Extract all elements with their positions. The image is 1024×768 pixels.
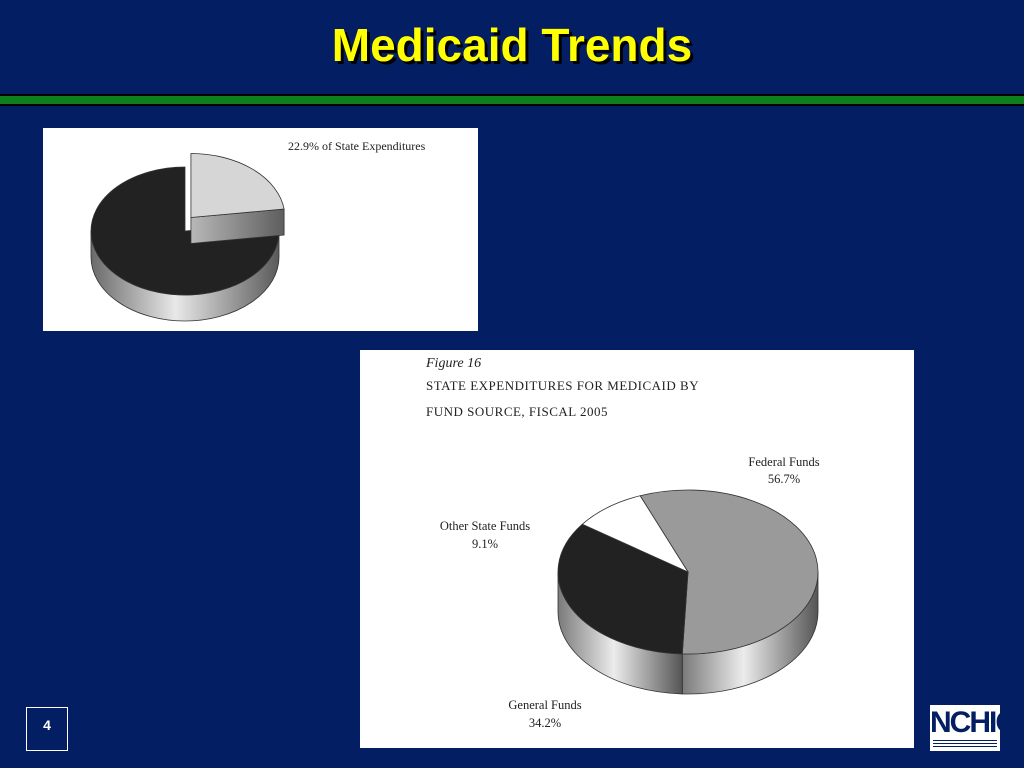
logo-subtitle-lines <box>933 740 997 741</box>
value-other-state-funds: 9.1% <box>472 537 498 551</box>
slide-title: Medicaid Trends <box>331 19 693 71</box>
pie-slice-federal-funds <box>639 489 819 655</box>
fund-source-pie-panel: Figure 16 STATE EXPENDITURES FOR MEDICAI… <box>360 350 914 748</box>
figure-label: Figure 16 <box>425 356 481 371</box>
nchica-logo: NCHICA <box>930 705 1024 751</box>
pie-annotation: 22.9% of State Expenditures <box>288 139 426 153</box>
label-other-state-funds: Other State Funds <box>440 519 530 533</box>
value-federal-funds: 56.7% <box>768 472 800 486</box>
state-expenditures-pie-chart: 22.9% of State Expenditures <box>90 139 426 322</box>
label-general-funds: General Funds <box>508 698 581 712</box>
logo-text: NCHICA <box>930 706 1024 739</box>
fund-source-pie-chart: Figure 16 STATE EXPENDITURES FOR MEDICAI… <box>425 356 820 730</box>
pie-slice-other-state-funds <box>581 495 690 573</box>
chart-title-line-1: STATE EXPENDITURES FOR MEDICAID BY <box>426 378 699 393</box>
page-number: 4 <box>26 707 68 751</box>
pie-slice-remainder <box>90 166 280 296</box>
title-divider <box>0 94 1024 106</box>
value-general-funds: 34.2% <box>529 716 561 730</box>
pie-slice-highlight <box>190 153 285 218</box>
state-expenditures-pie-panel: 22.9% of State Expenditures <box>43 128 478 331</box>
chart-title-line-2: FUND SOURCE, FISCAL 2005 <box>426 404 608 419</box>
pie-slice-general-funds <box>557 523 689 655</box>
label-federal-funds: Federal Funds <box>748 455 819 469</box>
